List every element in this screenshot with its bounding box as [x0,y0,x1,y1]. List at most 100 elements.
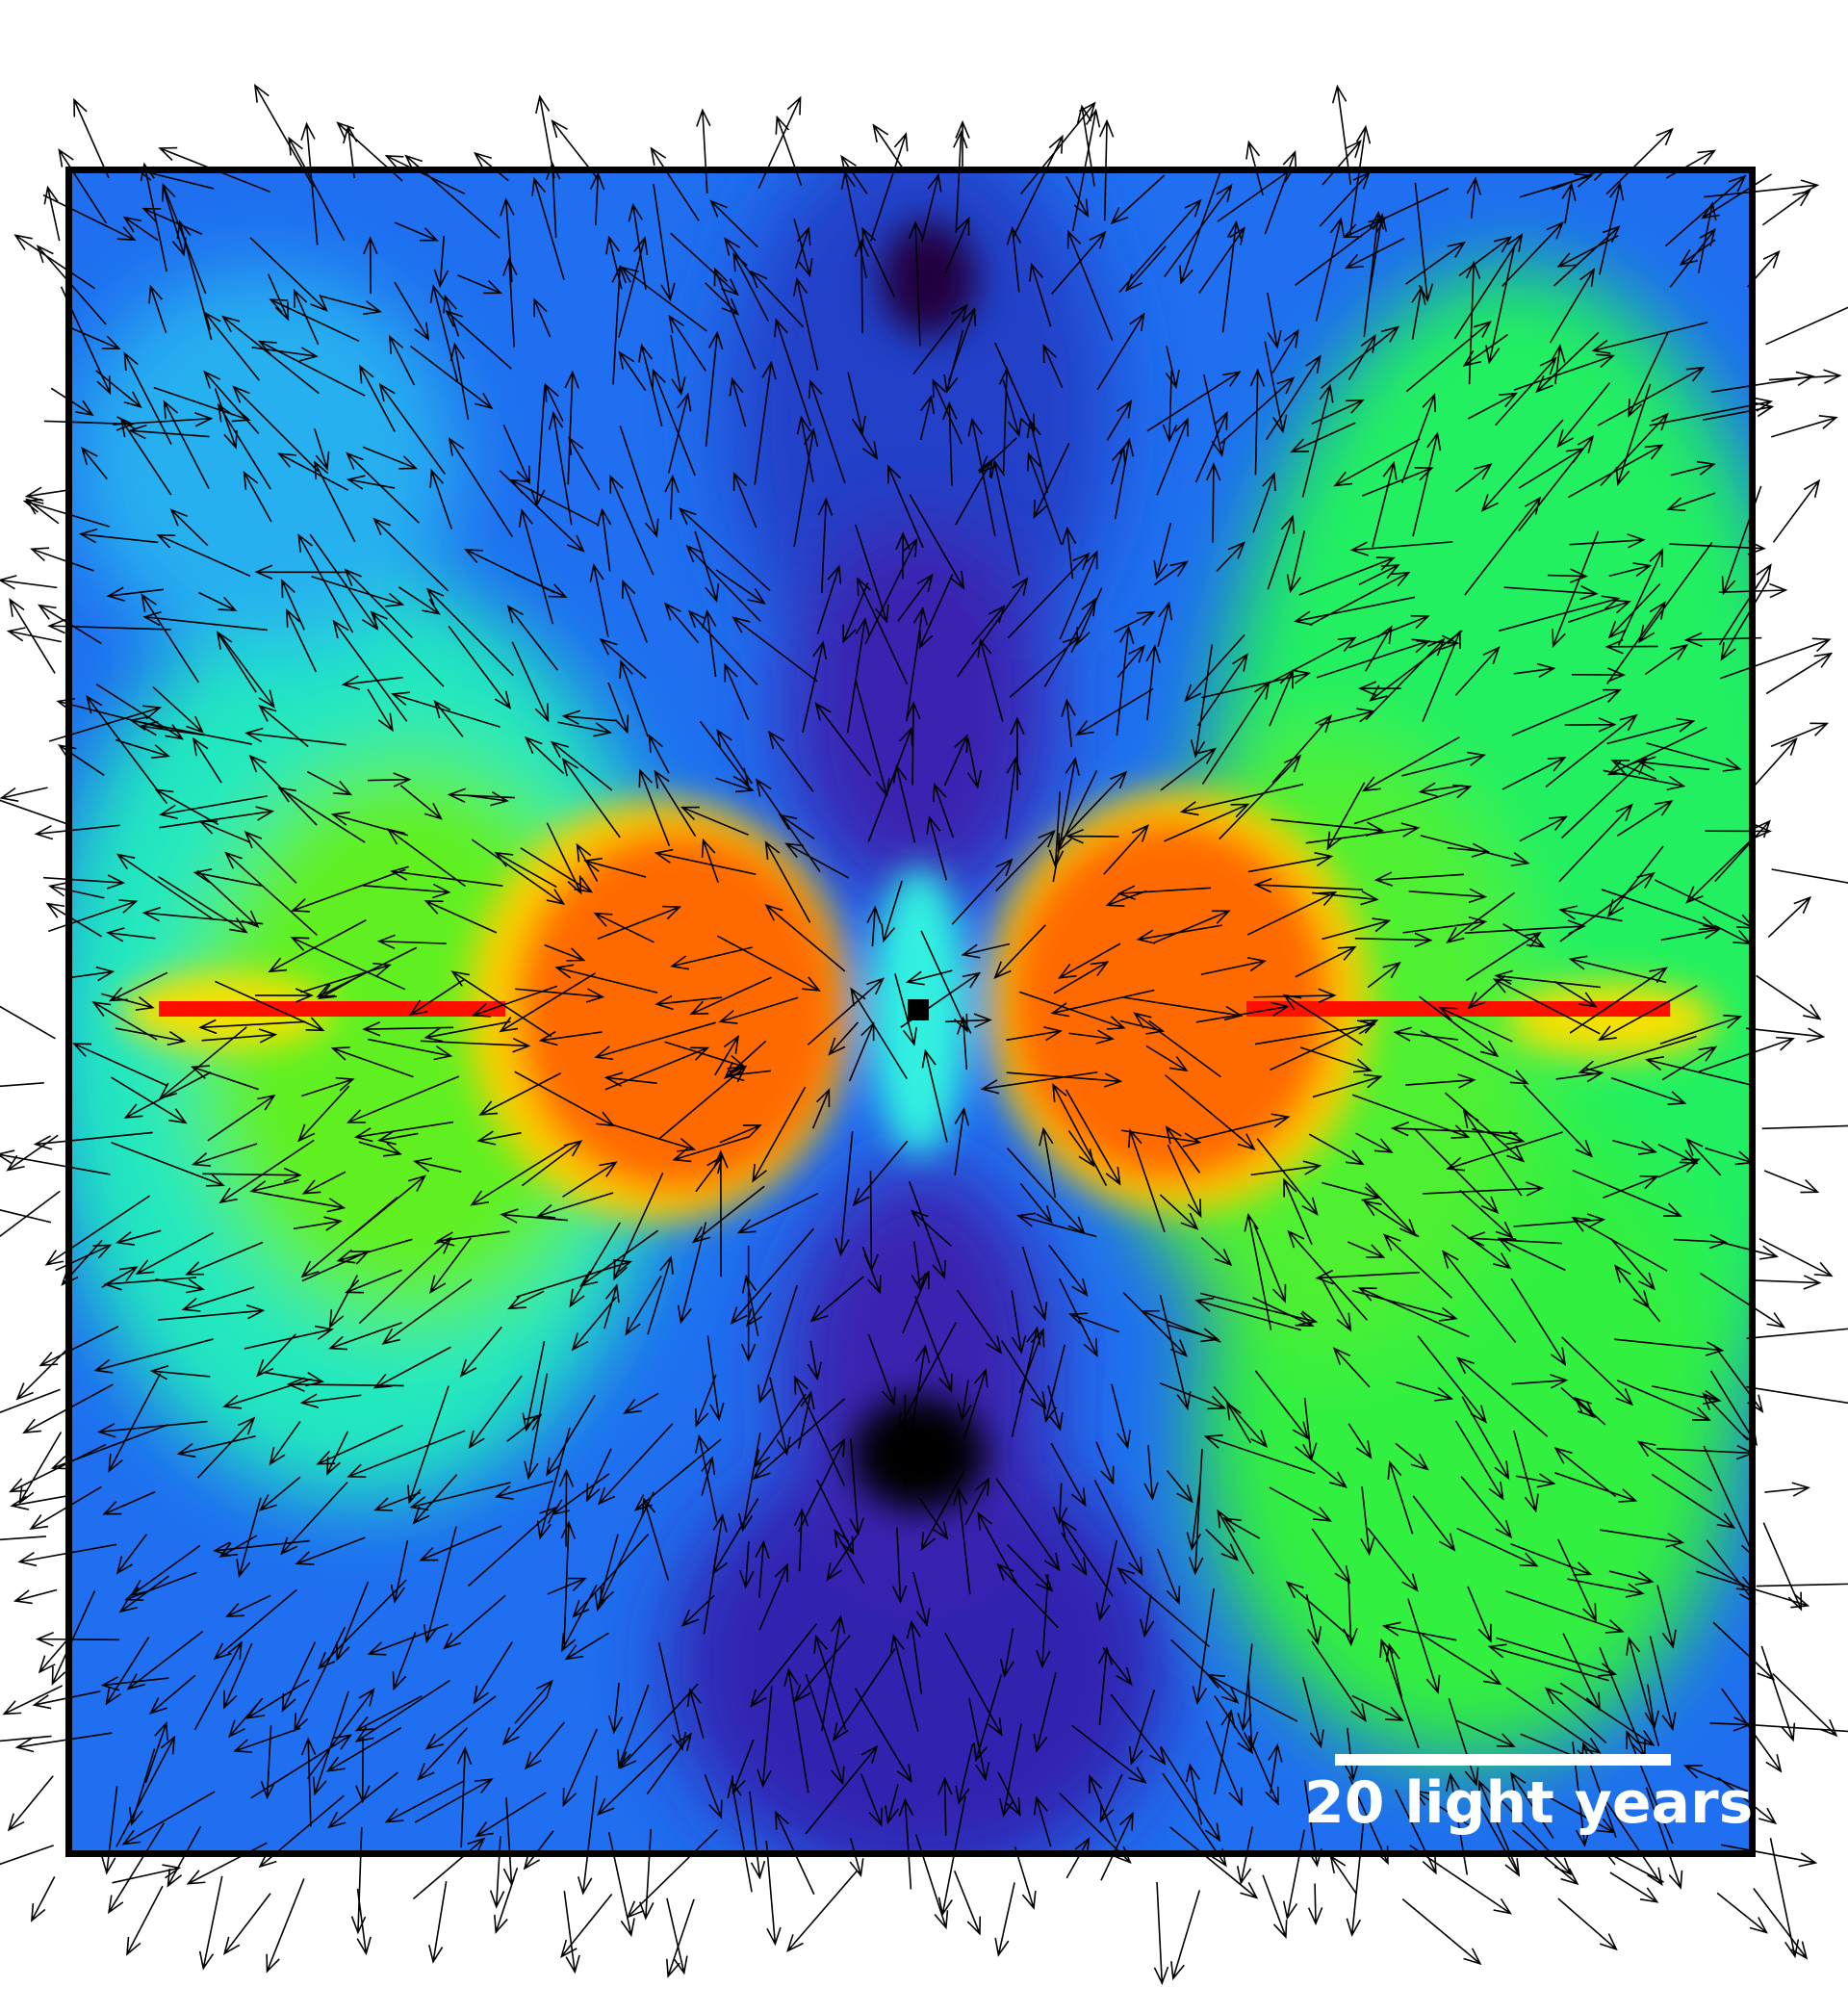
velocity-arrow [193,1640,243,1731]
velocity-arrow [1649,397,1774,426]
velocity-arrow [222,1893,271,1955]
velocity-arrow [1450,1224,1512,1270]
velocity-arrow [1460,1476,1513,1539]
velocity-arrow [38,1326,119,1367]
velocity-arrow [1567,599,1631,624]
velocity-arrow [1358,681,1401,696]
velocity-arrow [814,702,872,777]
velocity-arrow [390,865,503,888]
velocity-arrow [1066,229,1114,341]
velocity-arrow [1768,369,1842,384]
velocity-arrow [141,593,199,684]
velocity-arrow [1605,127,1674,195]
velocity-arrow [1006,1147,1086,1235]
velocity-arrow [807,977,886,1045]
velocity-arrow [1718,563,1772,646]
velocity-arrow [1626,1730,1674,1845]
velocity-arrow [102,1490,156,1515]
velocity-arrow [0,1209,52,1224]
velocity-arrow [1159,1382,1227,1410]
velocity-arrow [1267,514,1296,590]
velocity-arrow [111,1076,188,1124]
velocity-arrow [1053,961,1110,994]
velocity-arrow [1746,1027,1826,1043]
velocity-arrow [1164,183,1233,278]
velocity-arrow [1114,437,1135,520]
velocity-arrow [607,1831,635,1938]
velocity-arrow [1186,1484,1202,1551]
velocity-arrow [973,1674,1003,1763]
velocity-arrow [1217,1509,1254,1575]
velocity-arrow [203,370,260,434]
velocity-arrow [1764,1482,1810,1497]
velocity-arrow [1660,924,1722,942]
velocity-arrow [718,996,799,1024]
velocity-arrow [1166,1324,1220,1343]
velocity-arrow [330,1046,414,1078]
velocity-arrow [699,720,750,787]
velocity-arrow [354,1679,450,1742]
velocity-arrow [1608,562,1653,578]
velocity-arrow [1604,638,1658,655]
velocity-arrow [750,1623,818,1708]
velocity-arrow [1420,1030,1529,1085]
velocity-arrow [1454,463,1493,493]
velocity-arrow [1271,714,1333,784]
velocity-arrow [1626,1636,1660,1746]
velocity-arrow [0,787,48,802]
velocity-arrow [1651,1473,1736,1529]
velocity-arrow [1438,1007,1513,1043]
velocity-arrow [521,1140,583,1187]
velocity-arrow [1096,312,1145,391]
velocity-arrow [912,303,968,375]
velocity-arrow [793,1634,851,1703]
velocity-arrow [1567,1578,1645,1598]
velocity-arrow [1013,134,1064,238]
velocity-arrow [1160,747,1218,791]
velocity-arrow [1608,1570,1655,1586]
velocity-arrow [1295,1446,1348,1488]
velocity-arrow [225,1594,271,1617]
velocity-arrow [994,1882,1015,1957]
velocity-arrow [918,1497,949,1540]
velocity-arrow [596,1742,673,1816]
velocity-arrow [1609,1871,1659,1903]
velocity-arrow [2,1685,64,1716]
velocity-arrow [1267,292,1282,349]
velocity-arrow [813,1634,847,1731]
velocity-arrow [997,1771,1021,1817]
velocity-arrow [538,1030,603,1046]
velocity-arrow [578,1229,659,1287]
velocity-arrow [1616,1380,1711,1421]
velocity-arrow [291,868,406,913]
velocity-arrow [618,350,647,392]
velocity-arrow [654,848,757,875]
velocity-arrow [1556,235,1619,268]
velocity-arrow [1510,1771,1554,1839]
velocity-arrow [654,769,697,838]
velocity-arrow [658,1065,748,1140]
velocity-arrow [217,402,271,490]
velocity-arrow [638,343,663,426]
velocity-arrow [732,252,769,322]
velocity-arrow [1765,652,1834,695]
velocity-arrow [300,121,319,245]
velocity-arrow [794,226,811,270]
velocity-arrow [695,1154,724,1193]
velocity-arrow [1311,399,1365,426]
velocity-arrow [1713,924,1753,945]
velocity-arrow [1153,522,1172,580]
velocity-arrow [1385,1642,1403,1698]
velocity-arrow [1422,1634,1502,1686]
velocity-arrow [1068,1312,1120,1333]
velocity-arrow [106,927,156,942]
velocity-arrow [1709,1716,1752,1732]
velocity-arrow [1348,1241,1386,1258]
velocity-arrow [425,587,514,677]
velocity-arrow [448,437,514,538]
velocity-arrow [1558,803,1633,883]
velocity-arrow [494,1877,515,1935]
velocity-arrow [1721,1688,1783,1773]
velocity-arrow [654,994,723,1011]
velocity-arrow [1068,1029,1116,1045]
